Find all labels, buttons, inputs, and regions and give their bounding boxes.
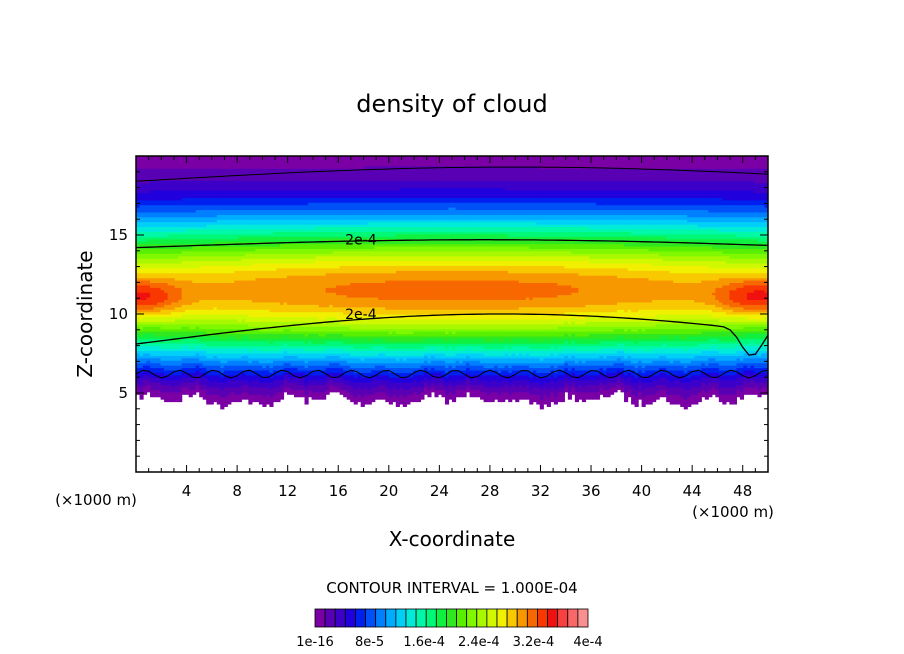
y-tick-label: 5 bbox=[118, 384, 128, 402]
colorbar-tick-label: 1e-16 bbox=[296, 635, 334, 650]
x-tick-label: 44 bbox=[683, 482, 702, 500]
colorbar-swatch bbox=[436, 609, 446, 627]
colorbar-swatch bbox=[386, 609, 396, 627]
x-tick-label: 12 bbox=[278, 482, 297, 500]
colorbar-swatch bbox=[446, 609, 456, 627]
colorbar-swatch bbox=[477, 609, 487, 627]
x-tick-label: 32 bbox=[531, 482, 550, 500]
colorbar-swatch bbox=[568, 609, 578, 627]
colorbar-swatch bbox=[457, 609, 467, 627]
colorbar-labels: 1e-16 8e-5 1.6e-4 2.4e-4 3.2e-4 4e-4 bbox=[296, 635, 602, 650]
colorbar-swatch bbox=[548, 609, 558, 627]
colorbar-tick-label: 8e-5 bbox=[355, 635, 384, 650]
colorbar bbox=[315, 609, 588, 627]
x-tick-label: 24 bbox=[430, 482, 449, 500]
colorbar-swatch bbox=[578, 609, 588, 627]
x-tick-label: 40 bbox=[632, 482, 651, 500]
x-tick-label: 48 bbox=[733, 482, 752, 500]
colorbar-swatch bbox=[315, 609, 325, 627]
x-tick-label: 16 bbox=[329, 482, 348, 500]
contour-interval-text: CONTOUR INTERVAL = 1.000E-04 bbox=[326, 579, 577, 597]
colorbar-swatch bbox=[487, 609, 497, 627]
y-tick-label: 15 bbox=[109, 226, 128, 244]
colorbar-swatch bbox=[325, 609, 335, 627]
x-axis-label: X-coordinate bbox=[389, 527, 516, 551]
colorbar-swatch bbox=[355, 609, 365, 627]
contour-label: 2e-4 bbox=[345, 233, 377, 249]
x-tick-label: 36 bbox=[581, 482, 600, 500]
colorbar-swatch bbox=[416, 609, 426, 627]
x-unit-label-right: (×1000 m) bbox=[692, 503, 774, 521]
colorbar-swatch bbox=[497, 609, 507, 627]
y-axis-label: Z-coordinate bbox=[73, 250, 97, 377]
colorbar-swatch bbox=[558, 609, 568, 627]
colorbar-swatch bbox=[517, 609, 527, 627]
colorbar-tick-label: 3.2e-4 bbox=[513, 635, 555, 650]
colorbar-swatch bbox=[335, 609, 345, 627]
colorbar-swatch bbox=[345, 609, 355, 627]
cloud-density-field bbox=[136, 156, 769, 409]
colorbar-swatch bbox=[396, 609, 406, 627]
chart-title: density of cloud bbox=[356, 90, 547, 118]
colorbar-swatch bbox=[467, 609, 477, 627]
colorbar-swatch bbox=[406, 609, 416, 627]
colorbar-tick-label: 2.4e-4 bbox=[458, 635, 500, 650]
colorbar-swatch bbox=[527, 609, 537, 627]
colorbar-tick-label: 1.6e-4 bbox=[403, 635, 445, 650]
colorbar-swatch bbox=[507, 609, 517, 627]
colorbar-swatch bbox=[426, 609, 436, 627]
contour-label: 2e-4 bbox=[345, 307, 377, 323]
colorbar-swatch bbox=[376, 609, 386, 627]
x-unit-label-left: (×1000 m) bbox=[55, 491, 137, 509]
x-tick-label: 8 bbox=[232, 482, 242, 500]
colorbar-tick-label: 4e-4 bbox=[573, 635, 602, 650]
x-tick-label: 4 bbox=[182, 482, 192, 500]
y-tick-label: 10 bbox=[109, 305, 128, 323]
colorbar-swatch bbox=[366, 609, 376, 627]
x-tick-label: 28 bbox=[480, 482, 499, 500]
x-tick-label: 20 bbox=[379, 482, 398, 500]
colorbar-swatch bbox=[537, 609, 547, 627]
